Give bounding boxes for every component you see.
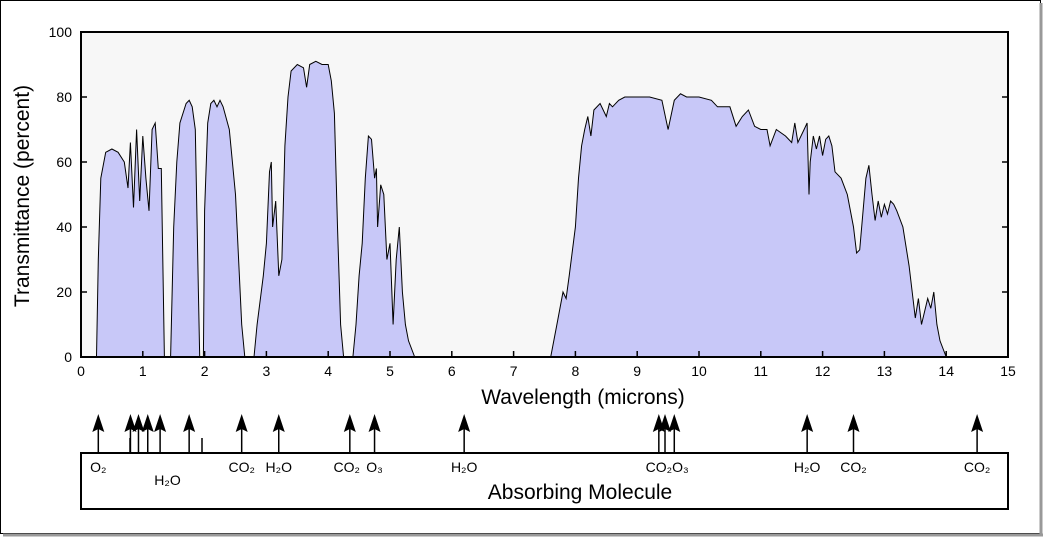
absorption-arrows xyxy=(92,414,984,453)
x-tick-label: 13 xyxy=(877,363,893,379)
y-tick-label: 60 xyxy=(56,154,72,170)
x-tick-label: 1 xyxy=(139,363,147,379)
molecule-label: CO₂ xyxy=(964,459,990,475)
up-arrow-icon xyxy=(847,414,860,453)
x-tick-label: 10 xyxy=(691,363,707,379)
up-arrow-icon xyxy=(141,414,154,453)
up-arrow-icon xyxy=(368,414,381,453)
absorbing-molecule-title: Absorbing Molecule xyxy=(488,481,672,504)
molecule-label: CO₂ xyxy=(646,459,672,475)
x-tick-label: 8 xyxy=(572,363,580,379)
x-tick-label: 3 xyxy=(263,363,271,379)
transmittance-area xyxy=(95,60,947,358)
up-arrow-icon xyxy=(132,414,145,453)
x-tick-label: 11 xyxy=(754,363,769,379)
absorbing-molecule-box xyxy=(80,452,1009,510)
y-tick-label: 0 xyxy=(64,349,72,365)
up-arrow-icon xyxy=(668,414,681,453)
x-tick-label: 5 xyxy=(386,363,394,379)
molecule-label: H₂O xyxy=(451,459,478,475)
x-tick-label: 7 xyxy=(510,363,518,379)
molecule-label: O₂ xyxy=(90,459,106,475)
molecule-label: H₂O xyxy=(794,459,821,475)
y-tick-label: 80 xyxy=(56,89,72,105)
up-arrow-icon xyxy=(458,414,471,453)
up-arrow-icon xyxy=(659,414,672,453)
molecule-label: O₃ xyxy=(366,459,383,475)
up-arrow-icon xyxy=(801,414,814,453)
x-tick-label: 2 xyxy=(201,363,209,379)
y-tick-label: 20 xyxy=(56,284,72,300)
up-arrow-icon xyxy=(183,414,196,453)
x-tick-label: 9 xyxy=(633,363,641,379)
molecule-label: H₂O xyxy=(266,459,293,475)
up-arrow-icon xyxy=(235,414,248,453)
y-tick-label: 100 xyxy=(49,24,73,40)
molecule-label: CO₂ xyxy=(334,459,360,475)
molecule-label: H₂O xyxy=(154,472,181,488)
x-tick-label: 6 xyxy=(448,363,456,379)
y-tick-label: 40 xyxy=(56,219,72,235)
molecule-label: CO₂ xyxy=(840,459,866,475)
molecule-label: CO₂ xyxy=(228,459,254,475)
up-arrow-icon xyxy=(343,414,356,453)
x-axis-ticks: 0 1 2 3 4 5 6 7 8 9 10 11 12 13 14 15 xyxy=(77,351,1016,379)
plot-frame xyxy=(80,31,1009,358)
x-tick-label: 15 xyxy=(1000,363,1016,379)
up-arrow-icon xyxy=(154,414,167,453)
x-tick-label: 14 xyxy=(938,363,954,379)
y-axis-title: Transmittance (percent) xyxy=(11,85,34,307)
x-tick-label: 12 xyxy=(815,363,831,379)
up-arrow-icon xyxy=(92,414,105,453)
up-arrow-icon xyxy=(272,414,285,453)
up-arrow-icon xyxy=(971,414,984,453)
molecule-label: O₃ xyxy=(672,459,689,475)
x-tick-label: 4 xyxy=(324,363,332,379)
y-axis-ticks: 0 20 40 60 80 100 xyxy=(49,24,1008,365)
x-axis-title: Wavelength (microns) xyxy=(481,386,684,409)
x-tick-label: 0 xyxy=(77,363,85,379)
